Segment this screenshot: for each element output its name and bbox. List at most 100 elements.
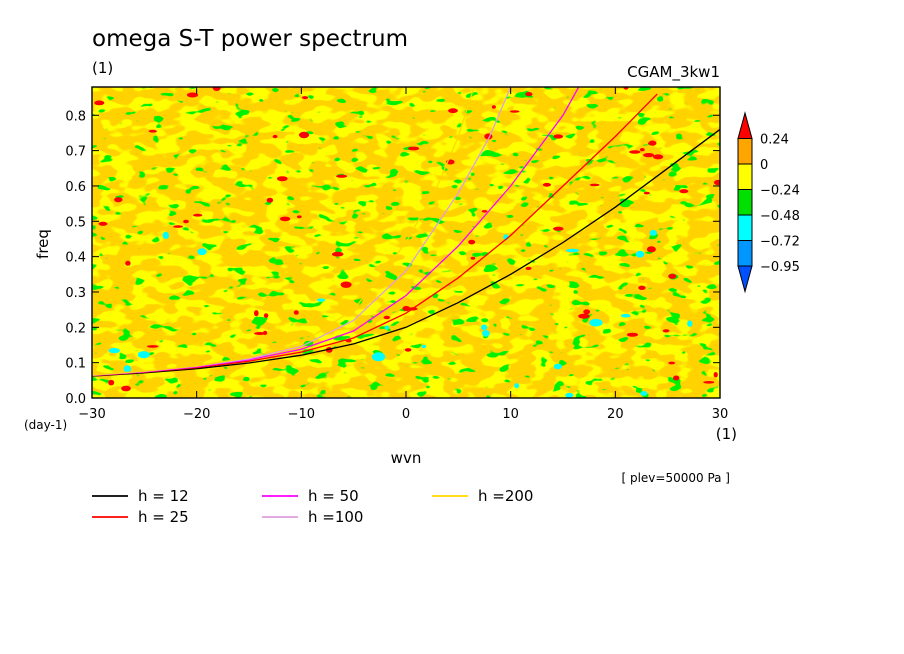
heatmap-cyan-spot <box>620 313 631 318</box>
x-tick-label: 0 <box>402 407 410 422</box>
heatmap-red-spot <box>340 281 352 288</box>
heatmap-red-spot <box>336 174 348 178</box>
heatmap-spots <box>94 87 720 398</box>
heatmap-cyan-spot <box>162 231 169 239</box>
heatmap-red-spot <box>525 266 532 270</box>
heatmap-red-spot <box>643 153 655 158</box>
heatmap-cyan-spot <box>371 352 386 362</box>
y-tick-label: 0.6 <box>65 180 86 195</box>
y-tick-label: 0.5 <box>65 215 86 230</box>
legend-label-h-25: h = 25 <box>138 508 189 526</box>
heatmap-red-spot <box>668 361 676 365</box>
legend-label-h-100: h =100 <box>308 508 363 526</box>
colorbar-level-label: −0.24 <box>760 184 800 199</box>
heatmap-red-spot <box>509 110 520 113</box>
heatmap-cyan-spot <box>649 229 657 236</box>
heatmap-red-spot <box>626 332 639 337</box>
heatmap-cyan-spot <box>553 363 563 370</box>
x-tick-label: −10 <box>288 407 315 422</box>
heatmap-red-spot <box>481 210 488 213</box>
plot-area: −30 −20 −10 0 10 20 30 0.00.10.20.30.40.50.60.… <box>65 86 728 422</box>
heatmap-red-spot <box>525 92 533 97</box>
level-annotation: [ plev=50000 Pa ] <box>621 471 730 485</box>
x-tick-label: 10 <box>502 407 519 422</box>
heatmap-red-spot <box>277 176 288 182</box>
heatmap-cyan-spot <box>137 351 150 359</box>
colorbar-segment <box>737 214 753 241</box>
colorbar-segment <box>737 240 753 267</box>
colorbar-level-label: −0.72 <box>760 235 800 250</box>
heatmap-red-spot <box>408 146 420 151</box>
heatmap-red-spot <box>212 87 221 91</box>
colorbar-level-label: −0.95 <box>760 260 800 275</box>
heatmap-red-spot <box>383 315 390 320</box>
heatmap-red-spot <box>553 226 564 231</box>
heatmap-cyan-spot <box>640 391 648 396</box>
chart-subtitle-right: CGAM_3kw1 <box>627 63 720 82</box>
heatmap-red-spot <box>193 213 203 217</box>
heatmap-red-spot <box>98 221 108 226</box>
x-axis: −30 −20 −10 0 10 20 30 <box>78 87 728 422</box>
x-tick-label: −20 <box>183 407 210 422</box>
heatmap-red-spot <box>583 309 591 315</box>
heatmap-cyan-spot <box>384 325 390 330</box>
heatmap-red-spot <box>673 375 680 381</box>
heatmap-cyan-spot <box>317 298 326 302</box>
heatmap-red-spot <box>253 332 266 335</box>
y-tick-label: 0.2 <box>65 321 86 336</box>
heatmap-red-spot <box>183 219 189 224</box>
heatmap-red-spot <box>646 246 656 253</box>
y-tick-label: 0.3 <box>65 286 86 301</box>
x-tick-label: −30 <box>78 407 105 422</box>
heatmap-cyan-spot <box>108 347 121 354</box>
heatmap-red-spot <box>331 251 344 257</box>
heatmap-red-spot <box>272 134 278 139</box>
heatmap-cyan-spot <box>482 330 490 337</box>
heatmap-red-spot <box>542 182 552 187</box>
heatmap-red-spot <box>108 379 115 386</box>
legend-label-h-200: h =200 <box>478 487 533 505</box>
y-axis-unit: (day-1) <box>24 418 67 432</box>
colorbar-segment <box>737 189 753 216</box>
heatmap-red-spot <box>448 108 458 114</box>
heatmap-red-spot <box>402 305 411 312</box>
colorbar-bottom-arrow <box>737 265 753 294</box>
heatmap-red-spot <box>148 129 157 133</box>
legend-label-h-50: h = 50 <box>308 487 359 505</box>
heatmap-cyan-spot <box>589 318 603 327</box>
dispersion-curves <box>92 87 720 377</box>
heatmap-cyan-spot <box>566 248 580 253</box>
heatmap-red-spot <box>662 329 670 333</box>
y-tick-label: 0.0 <box>65 392 86 407</box>
y-tick-label: 0.8 <box>65 109 86 124</box>
y-axis-label: freq <box>34 229 52 259</box>
y-axis: 0.0 0.1 0.2 0.3 0.4 0.5 0.6 0.7 0.8 <box>65 109 720 407</box>
colorbar-top-arrow <box>737 111 753 139</box>
heatmap-red-spot <box>653 154 664 160</box>
heatmap-red-spot <box>643 191 650 195</box>
heatmap-red-spot <box>263 313 269 318</box>
heatmap-red-spot <box>114 197 123 203</box>
colorbar-level-label: 0 <box>760 158 768 173</box>
x-tick-label: 20 <box>607 407 624 422</box>
x-axis-unit: (1) <box>716 425 737 443</box>
heatmap-cyan-spot <box>197 248 207 256</box>
curve-h-12 <box>92 128 720 377</box>
heatmap-red-spot <box>293 310 299 315</box>
heatmap-cyan-spot <box>514 383 520 389</box>
heatmap-cyan-spot <box>565 392 574 398</box>
heatmap-red-spot <box>589 183 600 187</box>
heatmap-red-spot <box>404 348 412 352</box>
heatmap-red-spot <box>94 100 105 106</box>
heatmap-red-spot <box>173 225 184 228</box>
heatmap-red-spot <box>629 150 641 154</box>
heatmap-cyan-spot <box>123 365 132 373</box>
heatmap-red-spot <box>648 140 657 146</box>
heatmap-red-spot <box>713 179 720 186</box>
heatmap-red-spot <box>121 385 131 392</box>
heatmap-red-spot <box>296 215 302 219</box>
heatmap-red-spot <box>703 381 715 384</box>
heatmap-cyan-spot <box>481 324 488 331</box>
colorbar-level-label: 0.24 <box>760 133 789 148</box>
